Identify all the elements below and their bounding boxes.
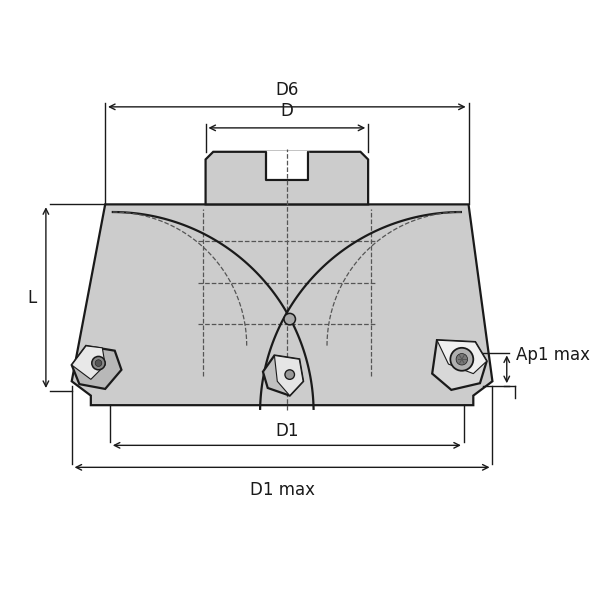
Circle shape [92,356,105,370]
Polygon shape [266,151,308,181]
Circle shape [451,348,473,371]
Polygon shape [72,346,121,389]
Polygon shape [432,340,487,390]
Circle shape [285,370,295,379]
Polygon shape [274,355,303,395]
Text: D: D [280,102,293,120]
Text: D1: D1 [275,422,299,440]
Text: L: L [27,289,37,307]
Polygon shape [72,346,105,379]
Circle shape [284,313,295,325]
Circle shape [456,353,467,365]
Circle shape [95,360,102,367]
Polygon shape [72,205,493,405]
Polygon shape [437,340,487,374]
Text: Ap1 max: Ap1 max [517,346,590,364]
Polygon shape [263,355,303,395]
Text: D6: D6 [275,81,299,99]
Text: D1 max: D1 max [250,481,314,499]
Polygon shape [206,152,368,205]
